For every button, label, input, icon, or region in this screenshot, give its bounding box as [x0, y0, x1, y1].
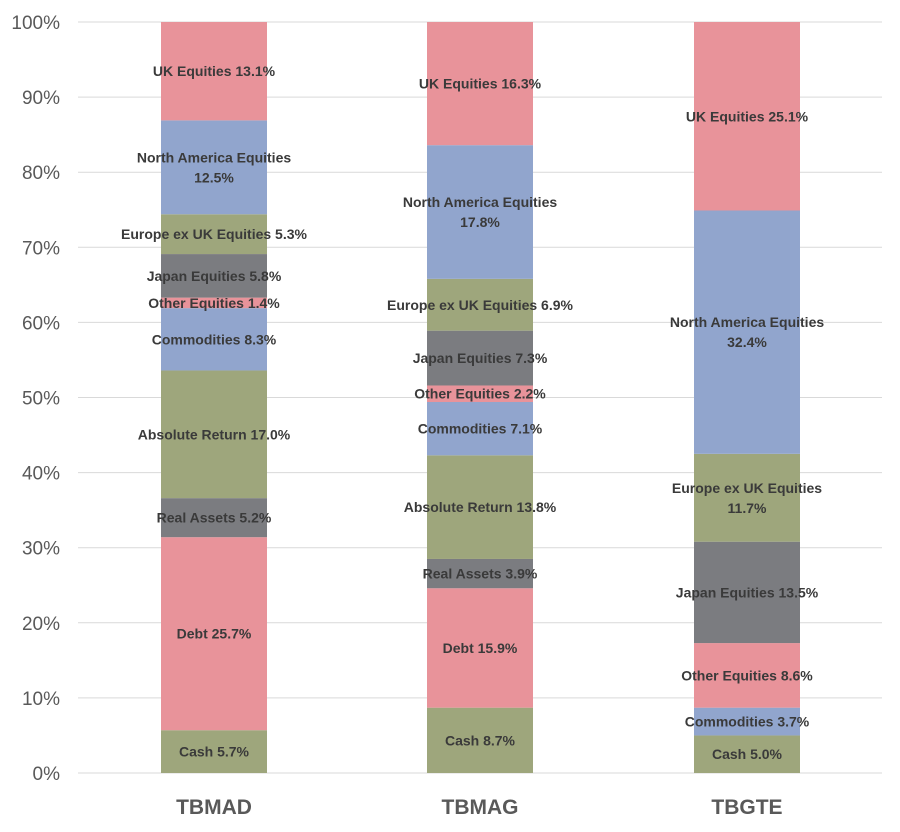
- segment-label: Debt 15.9%: [443, 640, 518, 656]
- segment-label: Japan Equities 13.5%: [676, 584, 819, 600]
- y-tick-label: 100%: [11, 13, 60, 34]
- bar-segment-tbmag-absolute-return: [427, 455, 533, 559]
- y-axis-tick-labels: 0% 10% 20% 30% 40% 50% 60% 70% 80% 90% 100%: [11, 13, 60, 785]
- bar-segment-tbmad-japan-equities: [161, 254, 267, 298]
- segment-label: Other Equities 8.6%: [681, 667, 813, 683]
- bar-segment-tbmag-cash: [427, 707, 533, 773]
- bar-segment-tbmag-debt: [427, 588, 533, 708]
- segment-label: Europe ex UK Equities 11.7%: [672, 480, 822, 516]
- segment-label: Japan Equities 5.8%: [147, 268, 282, 284]
- bar-segment-tbgte-north-america-equities: [694, 210, 800, 454]
- segment-label: Absolute Return 13.8%: [404, 499, 557, 515]
- segment-label: Other Equities 2.2%: [414, 386, 546, 402]
- bars: [161, 22, 800, 773]
- segment-label: Debt 25.7%: [177, 626, 252, 642]
- y-tick-label: 30%: [22, 539, 60, 560]
- segment-label: Commodities 3.7%: [685, 714, 810, 730]
- bar-segment-tbmad-debt: [161, 537, 267, 731]
- bar-segment-tbmag-north-america-equities: [427, 145, 533, 279]
- bar-segment-tbmad-absolute-return: [161, 370, 267, 499]
- segment-label: Europe ex UK Equities 5.3%: [121, 226, 307, 242]
- y-tick-label: 0%: [33, 764, 61, 785]
- segment-label: Real Assets 5.2%: [157, 510, 272, 526]
- bar-segment-tbgte-japan-equities: [694, 541, 800, 644]
- bar-segment-tbgte-europe-ex-uk-equities: [694, 453, 800, 542]
- bar-segment-tbgte-uk-equities: [694, 22, 800, 211]
- bar-segment-tbmag-japan-equities: [427, 330, 533, 386]
- bar-segment-tbmag-real-assets: [427, 558, 533, 589]
- segment-label: Other Equities 1.4%: [148, 295, 280, 311]
- segment-label: Commodities 7.1%: [418, 421, 543, 437]
- segment-label: North America Equities 17.8%: [403, 194, 558, 230]
- bar-segment-tbmad-uk-equities: [161, 22, 267, 121]
- segment-label: Commodities 8.3%: [152, 331, 277, 347]
- bar-segment-tbmad-cash: [161, 730, 267, 773]
- bar-segment-tbgte-cash: [694, 735, 800, 773]
- bar-segment-tbgte-commodities: [694, 707, 800, 736]
- segment-label: UK Equities 16.3%: [419, 76, 542, 92]
- bar-segment-tbmag-uk-equities: [427, 22, 533, 146]
- segment-label: Europe ex UK Equities 6.9%: [387, 297, 573, 313]
- category-label-tbmag: TBMAG: [442, 796, 519, 819]
- segment-label: Cash 8.7%: [445, 732, 516, 748]
- y-tick-label: 60%: [22, 313, 60, 334]
- segment-label: North America Equities 32.4%: [670, 314, 825, 350]
- segment-labels: Cash 5.7% Debt 25.7% Real Assets 5.2% Absol…: [121, 63, 824, 762]
- y-tick-label: 90%: [22, 88, 60, 109]
- bar-segment-tbmag-commodities: [427, 402, 533, 456]
- y-tick-label: 40%: [22, 464, 60, 485]
- segment-label: Japan Equities 7.3%: [413, 350, 548, 366]
- category-label-tbmad: TBMAD: [176, 796, 252, 819]
- segment-label: UK Equities 25.1%: [686, 108, 809, 124]
- category-label-tbgte: TBGTE: [711, 796, 782, 819]
- bar-segment-tbmad-north-america-equities: [161, 120, 267, 215]
- y-tick-label: 20%: [22, 614, 60, 635]
- y-tick-label: 70%: [22, 238, 60, 259]
- bar-segment-tbmag-europe-ex-uk-equities: [427, 278, 533, 331]
- bar-segment-tbgte-other-equities: [694, 643, 800, 708]
- bar-segment-tbmad-other-equities: [161, 297, 267, 309]
- bar-segment-tbmad-real-assets: [161, 498, 267, 538]
- x-axis-category-labels: TBMAD TBMAG TBGTE: [176, 796, 783, 819]
- y-tick-label: 80%: [22, 163, 60, 184]
- bar-segment-tbmad-europe-ex-uk-equities: [161, 214, 267, 255]
- bar-segment-tbmad-commodities: [161, 308, 267, 371]
- segment-label: UK Equities 13.1%: [153, 63, 276, 79]
- segment-label: Absolute Return 17.0%: [138, 426, 291, 442]
- segment-label: Cash 5.7%: [179, 744, 250, 760]
- segment-label: Real Assets 3.9%: [423, 566, 538, 582]
- segment-label: North America Equities 12.5%: [137, 149, 292, 185]
- y-tick-label: 10%: [22, 689, 60, 710]
- y-tick-label: 50%: [22, 389, 60, 410]
- segment-label: Cash 5.0%: [712, 746, 783, 762]
- bar-segment-tbmag-other-equities: [427, 385, 533, 403]
